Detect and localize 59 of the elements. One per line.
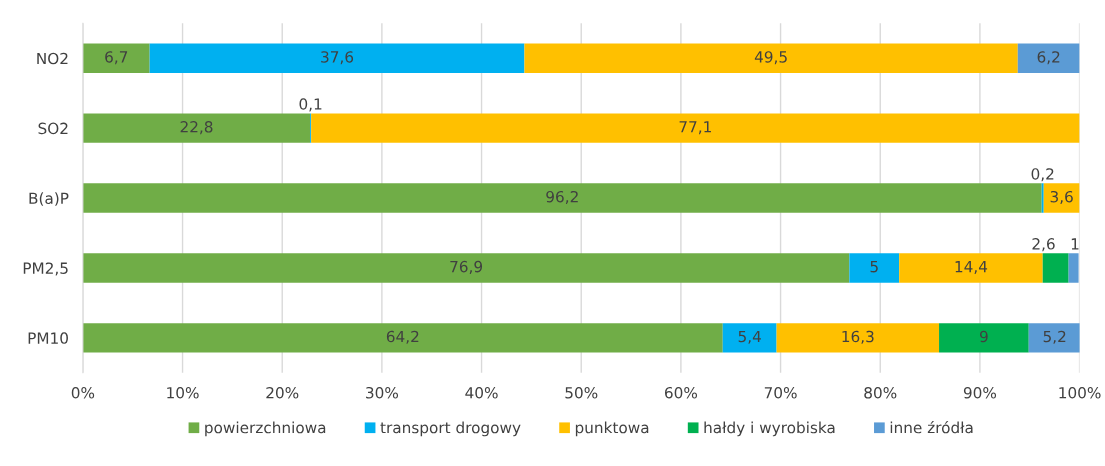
data-label: 6,7	[105, 51, 128, 65]
x-tick-label: 40%	[465, 386, 498, 399]
bar	[1017, 43, 1080, 73]
data-label: 2,6	[1032, 238, 1055, 252]
bar	[899, 253, 1043, 283]
data-label: 0,1	[299, 98, 322, 112]
x-tick-label: 50%	[565, 386, 598, 399]
bar	[1043, 183, 1080, 213]
bar	[1028, 323, 1080, 353]
bar	[524, 43, 1018, 73]
bar	[776, 323, 940, 353]
bar	[1042, 253, 1069, 283]
bar	[722, 323, 777, 353]
legend-label: hałdy i wyrobiska	[704, 421, 835, 437]
data-label: 6,2	[1037, 51, 1060, 65]
data-label: 49,5	[754, 51, 787, 65]
y-tick-label: NO2	[37, 52, 68, 65]
data-label: 22,8	[180, 121, 213, 135]
x-tick-label: 20%	[266, 386, 299, 399]
data-label: 16,3	[842, 330, 874, 344]
y-tick-label: SO2	[38, 122, 68, 135]
legend-label: transport drogowy	[380, 421, 521, 437]
x-tick-label: 60%	[664, 386, 698, 399]
bar	[82, 43, 150, 73]
x-tick-label: 90%	[963, 386, 997, 399]
data-label: 3,6	[1050, 190, 1073, 205]
data-label: 9	[980, 330, 988, 343]
x-tick-label: 10%	[167, 386, 199, 399]
data-label: 77,1	[679, 121, 711, 135]
data-label: 5	[870, 261, 878, 273]
data-label: 1	[1071, 238, 1079, 250]
legend-label: inne źródła	[890, 420, 973, 434]
x-tick-label: 70%	[764, 386, 797, 399]
y-tick-label: PM2,5	[23, 262, 68, 276]
data-label: 76,9	[450, 260, 483, 274]
y-tick-label: B(a)P	[29, 192, 69, 206]
y-tick-label: PM10	[28, 332, 68, 344]
legend-label: powierzchniowa	[205, 421, 326, 437]
x-tick-label: 0%	[71, 386, 95, 399]
bar	[82, 183, 1042, 213]
bar	[82, 253, 850, 283]
bar	[939, 323, 1029, 353]
x-tick-label: 30%	[366, 386, 399, 399]
bar	[82, 323, 723, 353]
data-label: 5,4	[738, 330, 761, 344]
data-label: 64,2	[386, 330, 419, 344]
data-label: 0,2	[1031, 168, 1054, 182]
data-label: 14,4	[955, 261, 988, 274]
bar	[311, 113, 1080, 143]
legend-label: punktowa	[575, 421, 649, 437]
bar	[82, 113, 311, 143]
bar	[149, 43, 525, 73]
bar	[849, 253, 900, 283]
data-label: 37,6	[321, 51, 354, 65]
x-tick-label: 100%	[1059, 386, 1101, 399]
x-tick-label: 80%	[864, 386, 897, 399]
bar	[1068, 253, 1079, 283]
data-label: 96,2	[546, 190, 578, 205]
data-label: 5,2	[1043, 330, 1066, 344]
